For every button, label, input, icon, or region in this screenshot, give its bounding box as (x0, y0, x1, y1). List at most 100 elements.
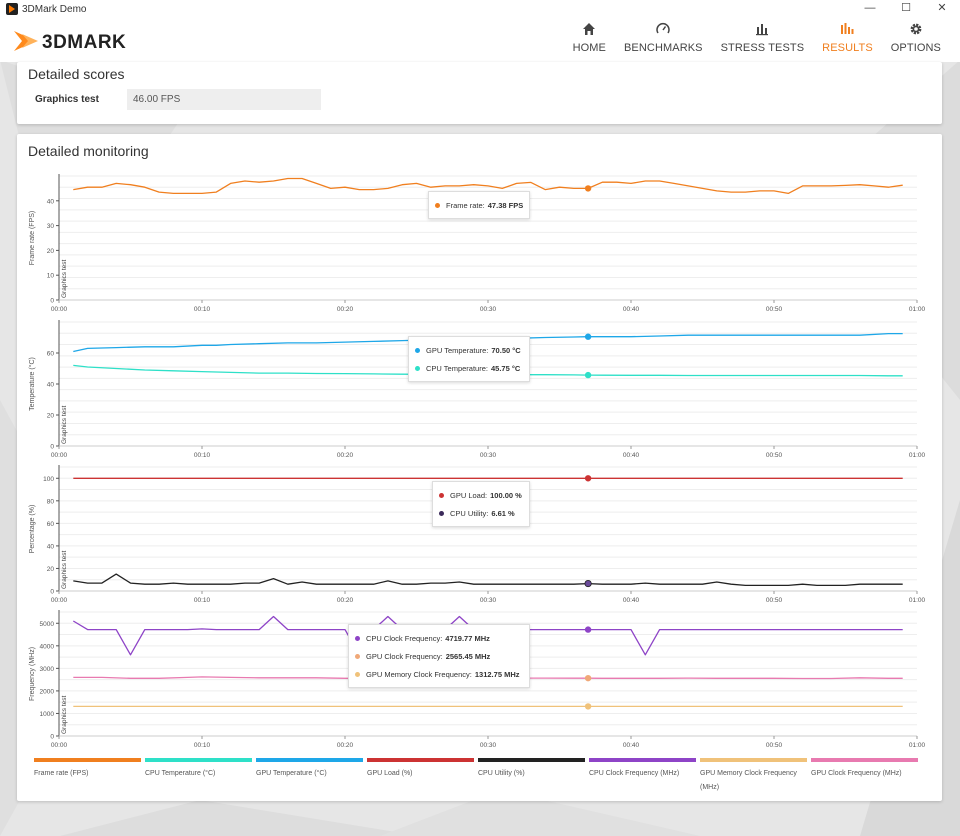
hover-marker (584, 703, 592, 710)
close-button[interactable]: ✕ (937, 2, 947, 14)
y-tick-label: 40 (47, 543, 55, 550)
series-dot-icon (355, 671, 360, 677)
frame-rate-chart[interactable]: 0 10 20 30 40 00:00 00:10 00:20 00:30 00:40 00:50 0… (18, 168, 926, 316)
logo-chevron-inner-icon (22, 34, 38, 48)
hover-marker (584, 371, 592, 379)
tooltip-label: CPU Utility: (450, 508, 489, 518)
x-tick-label: 00:00 (51, 452, 68, 459)
legend-label: GPU Memory Clock Frequency (MHz) (700, 770, 797, 791)
nav-results[interactable]: RESULTS (813, 21, 882, 54)
temperature-chart[interactable]: 0 20 40 60 00:00 00:10 00:20 00:30 00:40 00:50 01:… (18, 314, 926, 462)
hover-marker (584, 674, 592, 682)
tooltip-value: 70.50 °C (491, 345, 521, 355)
legend-swatch (478, 758, 585, 762)
y-axis-label: Temperature (°C) (28, 357, 36, 411)
tooltip-value: 45.75 °C (490, 363, 521, 373)
y-axis-label: Frequency (MHz) (29, 647, 36, 701)
hover-marker (584, 475, 592, 482)
x-tick-label: 00:40 (623, 306, 640, 313)
section-annotation: Graphics test (61, 260, 68, 298)
legend-swatch (700, 758, 807, 762)
x-tick-label: 00:10 (194, 597, 211, 604)
nav-stress-tests[interactable]: STRESS TESTS (712, 21, 814, 54)
tooltip-value: 4719.77 MHz (445, 633, 490, 643)
bars-icon (756, 24, 769, 36)
x-tick-label: 00:00 (51, 597, 68, 604)
tooltip-label: GPU Clock Frequency: (366, 651, 443, 661)
legend-item-cpu-utility[interactable]: CPU Utility (%) (478, 758, 585, 781)
tooltip-value: 47.38 FPS (487, 200, 524, 210)
y-axis-label: Percentage (%) (29, 505, 36, 554)
x-tick-label: 00:20 (337, 306, 354, 313)
series-dot-icon (415, 347, 420, 353)
section-annotation: Graphics test (61, 406, 68, 444)
x-tick-label: 00:50 (766, 452, 783, 459)
hover-marker (584, 333, 592, 340)
nav-options[interactable]: OPTIONS (882, 21, 950, 54)
chart-legend: Frame rate (FPS) CPU Temperature (°C) GP… (34, 758, 926, 791)
series-dot-icon (355, 653, 360, 659)
nav-benchmarks-label: BENCHMARKS (624, 42, 703, 54)
tooltip-label: CPU Clock Frequency: (366, 633, 443, 643)
legend-swatch (34, 758, 141, 762)
tooltip-row: GPU Temperature: 70.50 °C (415, 341, 523, 359)
minimize-button[interactable]: — (864, 2, 876, 14)
tooltip-label: Frame rate: (446, 200, 485, 210)
x-tick-label: 01:00 (909, 742, 926, 749)
nav-stress-tests-label: STRESS TESTS (720, 42, 805, 54)
tooltip-value: 1312.75 MHz (474, 669, 520, 679)
legend-label: GPU Clock Frequency (MHz) (811, 770, 902, 777)
home-icon (583, 23, 596, 35)
tooltip-value: 2565.45 MHz (445, 651, 491, 661)
tooltip-row: CPU Utility: 6.61 % (439, 504, 523, 522)
y-tick-label: 20 (47, 248, 55, 255)
percentage-tooltip: GPU Load: 100.00 % CPU Utility: 6.61 % (432, 481, 530, 527)
y-tick-label: 0 (50, 589, 54, 596)
legend-item-gpu-memory-clock[interactable]: GPU Memory Clock Frequency (MHz) (700, 758, 807, 795)
y-tick-label: 3000 (40, 666, 55, 673)
y-tick-label: 2000 (40, 688, 55, 695)
hover-marker (584, 185, 592, 192)
hover-marker (584, 626, 592, 633)
legend-swatch (145, 758, 252, 762)
y-tick-label: 30 (47, 223, 55, 230)
x-tick-label: 00:20 (337, 742, 354, 749)
main-nav: HOME BENCHMARKS STRESS TESTS RESULTS OPT… (564, 21, 950, 54)
3dmark-logo[interactable]: 3DMARK (12, 26, 162, 56)
nav-home[interactable]: HOME (564, 21, 615, 54)
x-tick-label: 01:00 (909, 597, 926, 604)
nav-options-label: OPTIONS (890, 42, 941, 54)
tooltip-row: GPU Memory Clock Frequency: 1312.75 MHz (355, 665, 523, 683)
y-tick-label: 100 (43, 476, 54, 483)
legend-item-cpu-temperature[interactable]: CPU Temperature (°C) (145, 758, 252, 781)
legend-label: Frame rate (FPS) (34, 770, 89, 777)
x-tick-label: 00:50 (766, 306, 783, 313)
logo-chevron-outer-icon (14, 31, 36, 51)
tooltip-value: 100.00 % (490, 490, 522, 500)
graphics-test-label: Graphics test (35, 94, 99, 105)
x-tick-label: 00:50 (766, 597, 783, 604)
percentage-chart[interactable]: 0 20 40 60 80 100 00:00 00:10 00:20 00:30 00:40 00:… (18, 459, 926, 607)
y-tick-label: 20 (47, 413, 55, 420)
y-tick-label: 80 (47, 498, 55, 505)
legend-swatch (256, 758, 363, 762)
x-tick-label: 01:00 (909, 452, 926, 459)
frame-rate-tooltip: Frame rate: 47.38 FPS (428, 191, 530, 219)
y-tick-label: 40 (47, 198, 55, 205)
y-tick-label: 40 (47, 382, 55, 389)
maximize-button[interactable]: ☐ (901, 2, 911, 14)
nav-benchmarks[interactable]: BENCHMARKS (615, 21, 712, 54)
legend-item-frame-rate[interactable]: Frame rate (FPS) (34, 758, 141, 781)
x-tick-label: 00:30 (480, 306, 497, 313)
series-dot-icon (415, 365, 420, 371)
results-icon (841, 23, 854, 34)
legend-label: GPU Load (%) (367, 770, 413, 777)
legend-label: CPU Utility (%) (478, 770, 525, 777)
x-tick-label: 00:50 (766, 742, 783, 749)
legend-item-gpu-temperature[interactable]: GPU Temperature (°C) (256, 758, 363, 781)
legend-item-gpu-clock[interactable]: GPU Clock Frequency (MHz) (811, 758, 918, 781)
legend-label: CPU Clock Frequency (MHz) (589, 770, 680, 777)
legend-item-gpu-load[interactable]: GPU Load (%) (367, 758, 474, 781)
legend-item-cpu-clock[interactable]: CPU Clock Frequency (MHz) (589, 758, 696, 781)
app-icon (6, 3, 18, 15)
